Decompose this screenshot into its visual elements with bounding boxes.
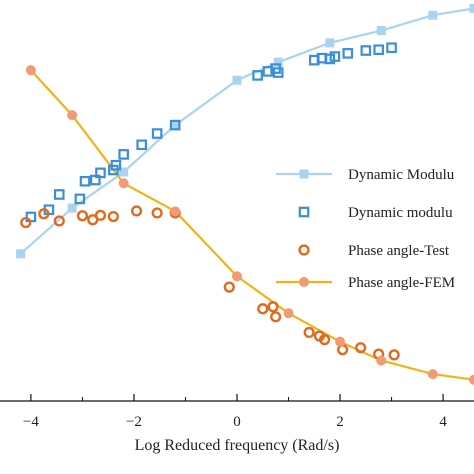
legend-marker-0 (299, 169, 309, 179)
point-phase-angle-test-12 (267, 301, 279, 313)
legend-marker-3 (299, 277, 309, 287)
legend-label-3: Phase angle-FEM (348, 275, 455, 291)
x-tick-label-0: −4 (23, 414, 39, 430)
point-dynamic-modulus-test-23 (373, 44, 384, 56)
point-phase-angle-fem-8 (427, 369, 438, 380)
point-dynamic-modulus-fem-5 (273, 57, 283, 67)
point-phase-angle-fem-1 (67, 110, 78, 121)
legend-label-1: Dynamic modulu (348, 205, 453, 221)
point-dynamic-modulus-test-6 (95, 167, 106, 179)
point-dynamic-modulus-test-24 (386, 42, 397, 54)
point-phase-angle-test-13 (270, 311, 282, 323)
point-dynamic-modulus-test-16 (272, 67, 284, 78)
series-line-phase-angle-fem (30, 69, 474, 381)
x-tick-label-4: 4 (439, 414, 447, 430)
point-phase-angle-test-1 (38, 208, 50, 220)
point-phase-angle-test-0 (20, 216, 32, 229)
point-phase-angle-test-3 (76, 210, 89, 222)
legend-label-0: Dynamic Modulu (348, 167, 455, 183)
point-phase-angle-fem-6 (335, 336, 346, 347)
legend-marker-1 (298, 206, 310, 218)
point-phase-angle-test-11 (257, 303, 269, 315)
x-tick-label-2: 0 (233, 414, 241, 430)
x-tick-label-3: 2 (336, 414, 344, 430)
point-phase-angle-test-7 (130, 205, 143, 217)
point-dynamic-modulus-test-22 (360, 45, 372, 56)
point-dynamic-modulus-test-11 (151, 128, 163, 139)
point-phase-angle-test-8 (151, 207, 163, 219)
point-dynamic-modulus-test-4 (79, 175, 91, 187)
point-phase-angle-fem-4 (232, 271, 242, 282)
point-dynamic-modulus-test-21 (342, 48, 354, 59)
x-axis-label: Log Reduced frequency (Rad/s) (134, 437, 340, 454)
legend-marker-2 (298, 244, 310, 256)
point-dynamic-modulus-fem-0 (16, 249, 26, 259)
point-phase-angle-test-2 (53, 215, 65, 227)
point-dynamic-modulus-fem-2 (119, 167, 129, 177)
point-dynamic-modulus-fem-1 (67, 203, 77, 213)
point-dynamic-modulus-fem-3 (170, 120, 180, 130)
point-dynamic-modulus-test-20 (329, 51, 341, 62)
point-dynamic-modulus-fem-8 (428, 10, 438, 20)
point-phase-angle-fem-3 (170, 206, 181, 217)
point-phase-angle-test-18 (355, 342, 367, 354)
point-dynamic-modulus-test-2 (53, 189, 65, 200)
legend-label-2: Phase angle-Test (348, 243, 450, 259)
point-phase-angle-fem-2 (118, 178, 129, 189)
point-dynamic-modulus-test-13 (252, 70, 263, 81)
point-dynamic-modulus-test-9 (118, 149, 129, 160)
point-phase-angle-test-6 (107, 210, 119, 223)
point-phase-angle-test-5 (94, 209, 107, 221)
point-phase-angle-fem-0 (25, 65, 36, 76)
point-dynamic-modulus-test-3 (74, 193, 86, 205)
point-phase-angle-test-20 (388, 349, 400, 361)
point-phase-angle-test-10 (223, 281, 235, 293)
point-phase-angle-fem-7 (376, 355, 387, 366)
point-phase-angle-test-16 (318, 334, 331, 346)
point-dynamic-modulus-test-12 (169, 119, 181, 131)
point-phase-angle-test-14 (303, 326, 315, 339)
point-dynamic-modulus-fem-6 (325, 38, 335, 48)
point-phase-angle-fem-9 (469, 374, 474, 385)
point-phase-angle-fem-5 (283, 308, 294, 319)
point-dynamic-modulus-fem-4 (232, 75, 242, 85)
point-dynamic-modulus-test-8 (110, 159, 122, 171)
point-dynamic-modulus-fem-7 (376, 25, 386, 35)
point-dynamic-modulus-test-10 (136, 139, 147, 151)
point-dynamic-modulus-fem-9 (469, 3, 474, 13)
x-tick-label-1: −2 (126, 414, 142, 430)
